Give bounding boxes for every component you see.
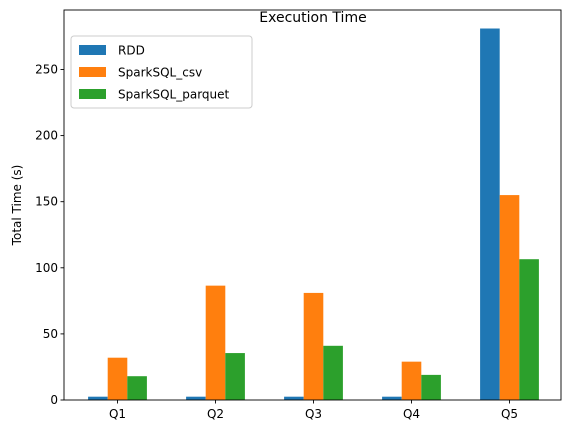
bar-1-3 [284,396,304,400]
x-tick-label-1: Q1 [109,407,126,421]
legend-label-1: RDD [118,44,145,58]
bar-2-2 [205,285,226,400]
bar-3-3 [323,345,343,400]
bar-3-4 [421,374,441,400]
bar-1-1 [88,396,108,400]
legend-label-2: SparkSQL_csv [118,66,202,80]
x-tick-label-5: Q5 [501,407,518,421]
x-tick-label-4: Q4 [403,407,420,421]
y-tick-label-2: 50 [43,327,58,341]
legend-swatch-3 [79,89,106,99]
y-axis: 0 50 100 150 200 250 [35,62,64,407]
bars-group [88,28,539,400]
legend-box [70,35,253,109]
y-axis-label: Total Time (s) [10,165,24,247]
bar-1-4 [382,396,402,400]
bar-2-4 [401,361,422,400]
legend-swatch-2 [79,67,106,77]
bar-2-5 [499,195,520,400]
y-tick-label-1: 0 [50,393,58,407]
bar-1-2 [186,396,206,400]
x-tick-label-2: Q2 [207,407,224,421]
y-tick-label-3: 100 [35,261,58,275]
bar-1-5 [480,28,500,400]
bar-2-3 [303,292,324,400]
y-tick-label-4: 150 [35,195,58,209]
legend: RDD SparkSQL_csv SparkSQL_parquet [70,35,253,109]
y-tick-label-5: 200 [35,129,58,143]
legend-swatch-1 [79,45,106,55]
legend-label-3: SparkSQL_parquet [118,88,230,102]
x-axis: Q1 Q2 Q3 Q4 Q5 [109,400,518,421]
bar-3-2 [225,353,245,400]
y-tick-label-6: 250 [35,62,58,76]
plot-frame [63,9,562,401]
bar-3-1 [127,376,147,400]
bar-3-5 [519,259,539,400]
bar-2-1 [107,357,128,400]
chart-title: Execution Time [259,10,366,26]
x-tick-label-3: Q3 [305,407,322,421]
